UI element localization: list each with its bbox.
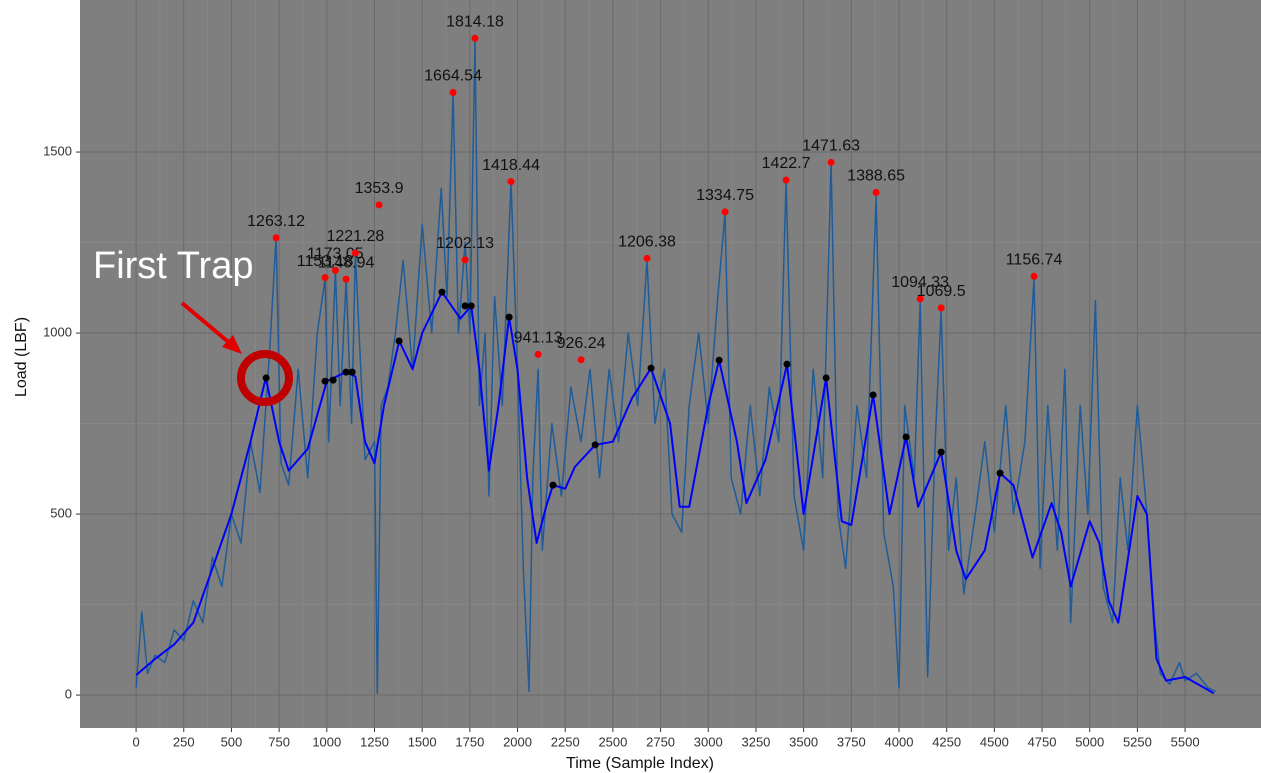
- peak-point: [262, 374, 270, 382]
- x-axis-label: Time (Sample Index): [566, 755, 714, 772]
- data-label: 1422.7: [762, 155, 811, 172]
- peak-point: [869, 391, 877, 399]
- x-tick-label: 3000: [694, 734, 723, 749]
- data-label: 1148.94: [318, 254, 375, 271]
- peak-point: [321, 274, 329, 282]
- peak-point: [783, 360, 791, 368]
- x-tick-label: 5250: [1123, 734, 1152, 749]
- y-tick-label: 0: [65, 686, 72, 701]
- highlight-circle: [237, 350, 293, 406]
- data-label: 1153.18: [297, 253, 354, 270]
- x-tick-label: 5500: [1171, 734, 1200, 749]
- data-label: 1353.9: [355, 180, 404, 197]
- peak-point: [534, 350, 542, 358]
- peak-point: [577, 356, 585, 364]
- peak-point: [916, 295, 924, 303]
- peak-point: [643, 254, 651, 262]
- peak-point: [715, 356, 723, 364]
- peak-point: [505, 313, 513, 321]
- peak-point: [348, 368, 356, 376]
- data-label: 1206.38: [618, 234, 676, 251]
- peak-point: [591, 441, 599, 449]
- data-label: 1156.74: [1006, 252, 1063, 269]
- peak-point: [647, 364, 655, 372]
- peak-point: [996, 469, 1004, 477]
- x-tick-label: 3500: [789, 734, 818, 749]
- data-label: 1664.54: [424, 68, 482, 85]
- peak-point: [438, 288, 446, 296]
- peak-point: [395, 337, 403, 345]
- plot-panel: [80, 0, 1261, 728]
- x-tick-label: 4250: [932, 734, 961, 749]
- x-tick-label: 4500: [980, 734, 1009, 749]
- data-label: 1202.13: [436, 235, 494, 252]
- x-tick-label: 1000: [312, 734, 341, 749]
- y-tick-label: 1500: [43, 143, 72, 158]
- peak-point: [449, 88, 457, 96]
- x-tick-label: 750: [268, 734, 290, 749]
- peak-point: [937, 448, 945, 456]
- data-label: 1094.33: [891, 274, 949, 291]
- x-tick-label: 500: [221, 734, 243, 749]
- data-label: 1069.5: [917, 283, 966, 300]
- peak-point: [549, 481, 557, 489]
- data-label: 1418.44: [482, 157, 540, 174]
- x-tick-label: 4750: [1028, 734, 1057, 749]
- data-label: 1173.05: [307, 246, 364, 263]
- peak-point: [721, 208, 729, 216]
- peak-point: [342, 368, 350, 376]
- data-label: 1388.65: [847, 168, 905, 185]
- annotation: First Trap: [93, 245, 253, 287]
- data-label: 926.24: [557, 335, 606, 352]
- peak-point: [507, 178, 515, 186]
- peak-point: [461, 256, 469, 264]
- peak-point: [329, 376, 337, 384]
- grid: [80, 0, 1261, 728]
- arrow-head: [222, 335, 242, 354]
- peak-point: [375, 201, 383, 209]
- data-label: 1334.75: [696, 187, 754, 204]
- peak-point: [467, 302, 475, 310]
- data-label: 1263.12: [247, 213, 305, 230]
- x-tick-label: 0: [132, 734, 139, 749]
- x-tick-label: 1500: [408, 734, 437, 749]
- peak-point: [937, 304, 945, 312]
- peak-point: [782, 176, 790, 184]
- peak-point: [827, 158, 835, 166]
- x-tick-label: 2000: [503, 734, 532, 749]
- x-tick-label: 2250: [551, 734, 580, 749]
- annotation-arrow: [180, 301, 234, 347]
- peak-point: [471, 34, 479, 42]
- x-tick-label: 250: [173, 734, 195, 749]
- peak-point: [342, 275, 350, 283]
- data-label: 941.13: [514, 330, 563, 347]
- x-tick-label: 5000: [1075, 734, 1104, 749]
- x-tick-label: 3750: [837, 734, 866, 749]
- peak-point: [321, 377, 329, 385]
- x-tick-label: 2500: [598, 734, 627, 749]
- peak-point: [872, 188, 880, 196]
- data-label: 1221.28: [326, 228, 384, 245]
- series-line: [135, 37, 1216, 694]
- x-tick-label: 1250: [360, 734, 389, 749]
- x-tick-label: 4000: [885, 734, 914, 749]
- peak-point: [272, 234, 280, 242]
- data-label: 1814.18: [446, 14, 504, 31]
- peak-point: [1030, 272, 1038, 280]
- y-tick-label: 1000: [43, 324, 72, 339]
- peak-point: [902, 433, 910, 441]
- peak-point: [331, 266, 339, 274]
- y-axis-label: Load (LBF): [13, 317, 30, 397]
- x-tick-label: 1750: [455, 734, 484, 749]
- peak-point: [351, 249, 359, 257]
- peak-point: [461, 302, 469, 310]
- x-tick-label: 2750: [646, 734, 675, 749]
- x-tick-label: 3250: [741, 734, 770, 749]
- data-label: 1471.63: [802, 138, 860, 155]
- y-tick-label: 500: [50, 505, 72, 520]
- peak-point: [822, 374, 830, 382]
